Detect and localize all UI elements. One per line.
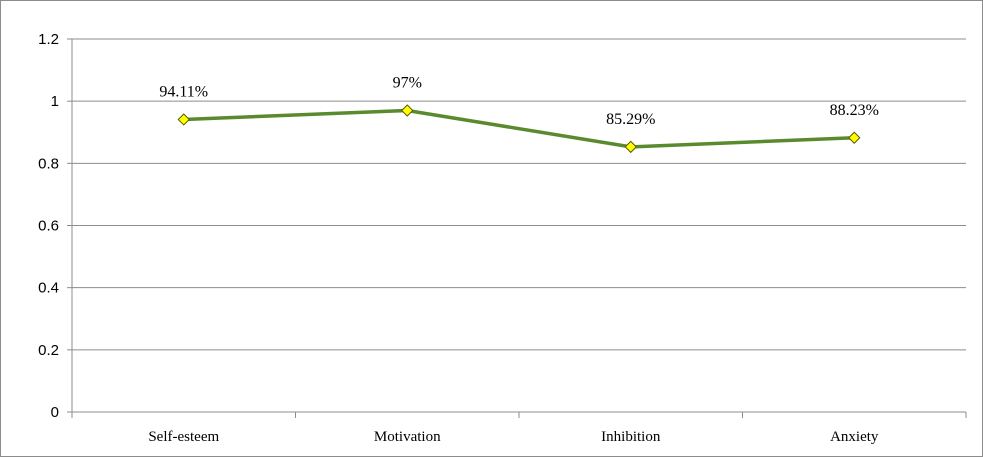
series-line	[182, 108, 856, 149]
y-tick-label: 0.8	[38, 155, 59, 172]
data-label: 85.29%	[606, 111, 655, 128]
data-point-marker	[177, 113, 190, 126]
x-tick-label: Anxiety	[830, 429, 879, 445]
y-tick-label: 0	[51, 404, 59, 421]
data-point-marker	[848, 131, 861, 144]
y-tick-label: 0.6	[38, 218, 59, 235]
y-tick-label: 1.2	[38, 31, 59, 48]
x-tick-label: Self-esteem	[148, 429, 219, 445]
y-tick-label: 0.4	[38, 280, 59, 297]
data-label: 88.23%	[830, 102, 879, 119]
data-point-marker	[624, 140, 637, 154]
data-label: 97%	[393, 74, 422, 91]
data-point-marker	[401, 104, 414, 117]
y-tick-label: 1	[51, 93, 59, 110]
x-tick-label: Motivation	[374, 429, 441, 445]
x-tick-label: Inhibition	[601, 429, 661, 445]
data-label: 94.11%	[159, 83, 208, 100]
y-tick-label: 0.2	[38, 342, 59, 359]
